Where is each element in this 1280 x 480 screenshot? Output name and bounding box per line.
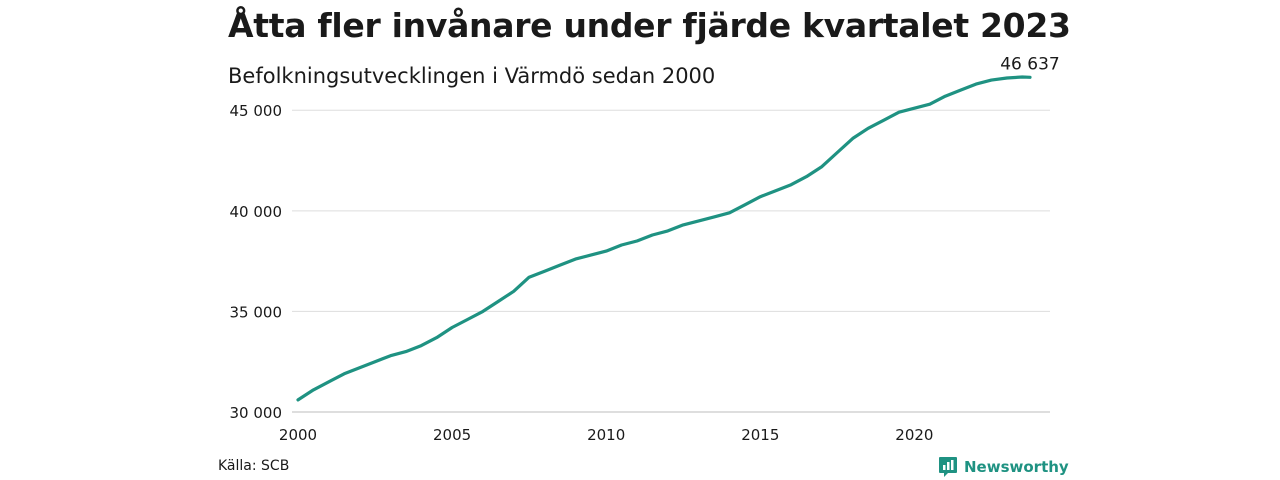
brand-logo[interactable]: Newsworthy [938, 456, 1069, 478]
series-line [296, 75, 1032, 402]
grid-lines [292, 109, 1050, 413]
x-tick-label: 2005 [433, 426, 471, 444]
x-tick-label: 2020 [895, 426, 933, 444]
newsworthy-logo-icon [939, 457, 957, 477]
end-value-label: 46 637 [1000, 54, 1059, 74]
y-tick-label: 35 000 [230, 303, 283, 321]
x-tick-label: 2010 [587, 426, 625, 444]
source-note: Källa: SCB [218, 458, 290, 474]
y-tick-label: 30 000 [230, 404, 283, 422]
x-tick-label: 2015 [741, 426, 779, 444]
x-tick-label: 2000 [279, 426, 317, 444]
y-tick-label: 40 000 [230, 203, 283, 221]
page-subtitle: Befolkningsutvecklingen i Värmdö sedan 2… [228, 64, 716, 88]
y-axis: 30 000 35 000 40 000 45 000 [230, 102, 283, 422]
series-group [296, 75, 1032, 402]
x-axis: 2000 2005 2010 2015 2020 [279, 426, 934, 444]
data-labels: 46 637 [1000, 54, 1059, 74]
page-title: Åtta fler invånare under fjärde kvartale… [228, 6, 1071, 45]
brand-name: Newsworthy [964, 458, 1069, 476]
y-tick-label: 45 000 [230, 102, 283, 120]
